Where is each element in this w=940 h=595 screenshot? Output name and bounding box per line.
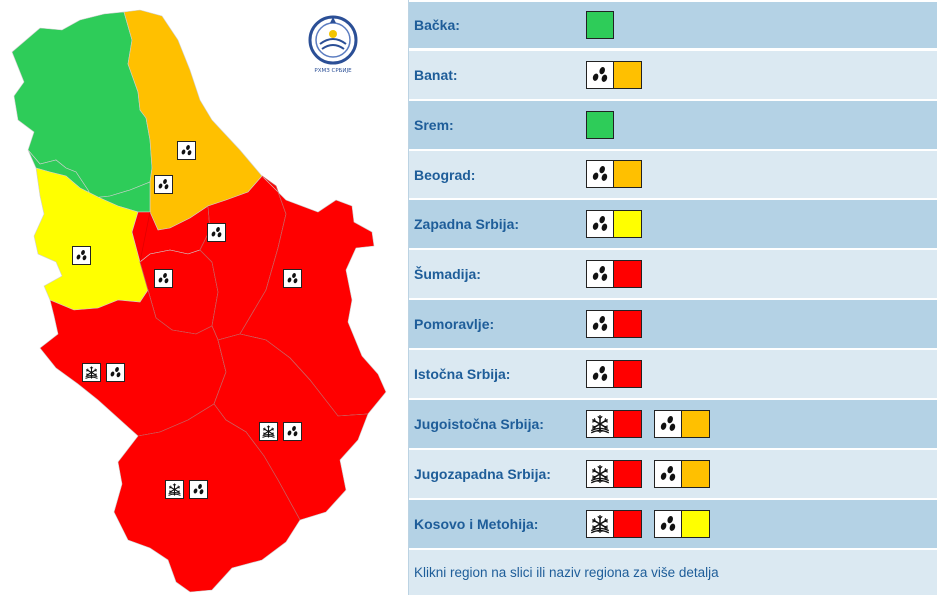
region-name-link[interactable]: Kosovo i Metohija: [414, 516, 539, 532]
map-snow-icon-kosovo-i-metohija [165, 480, 184, 499]
rain-icon [586, 260, 614, 288]
map-rain-icon-beograd [207, 223, 226, 242]
warning-indicator [586, 61, 642, 90]
map-region-backa[interactable] [11, 11, 153, 199]
region-row[interactable]: Pomoravlje: [409, 300, 937, 348]
snow-icon [586, 510, 614, 538]
region-name-link[interactable]: Bačka: [414, 17, 460, 33]
map-rain-icon-jugozapadna-srbija [106, 363, 125, 382]
map-rain-icon-istocna-srbija [283, 269, 302, 288]
region-row[interactable]: Beograd: [409, 151, 937, 198]
region-warning-table: Bačka: Banat: Srem: Beograd: Zapadna Srbija:… [409, 0, 940, 595]
rain-icon [654, 460, 682, 488]
region-name-link[interactable]: Beograd: [414, 166, 476, 183]
warning-indicator [586, 160, 642, 189]
warning-indicator [586, 310, 642, 339]
warning-indicator [586, 210, 642, 239]
region-row[interactable]: Jugozapadna Srbija: [409, 450, 937, 498]
region-row[interactable]: Srem: [409, 101, 937, 149]
warning-level-swatch [614, 61, 642, 89]
footer-hint-text: Klikni region na slici ili naziv regiona… [414, 565, 719, 580]
warning-level-swatch [614, 210, 642, 238]
rain-icon [654, 510, 682, 538]
region-name-link[interactable]: Jugoistočna Srbija: [414, 416, 544, 432]
region-name-link[interactable]: Istočna Srbija: [414, 366, 511, 382]
serbia-warning-map [11, 9, 387, 593]
warning-level-swatch [614, 410, 642, 438]
rain-icon [586, 160, 614, 188]
warning-indicator [586, 360, 642, 389]
warning-indicator [586, 510, 642, 539]
map-rain-icon-jugoistocna-srbija [283, 422, 302, 441]
warning-indicator [654, 510, 710, 539]
warning-level-swatch [614, 310, 642, 338]
region-name-link[interactable]: Jugozapadna Srbija: [414, 466, 551, 482]
region-row[interactable]: Zapadna Srbija: [409, 200, 937, 248]
warning-level-swatch [682, 410, 710, 438]
rain-icon [586, 61, 614, 89]
rhmz-logo-icon: РХМЗ СРБИЈЕ [300, 14, 366, 76]
warning-level-swatch [614, 160, 642, 188]
map-rain-icon-banat-1 [177, 141, 196, 160]
warning-level-swatch [614, 360, 642, 388]
warning-level-swatch [586, 111, 614, 139]
warning-indicator [654, 460, 710, 489]
map-snow-icon-jugoistocna-srbija [259, 422, 278, 441]
region-name-link[interactable]: Šumadija: [414, 266, 481, 282]
region-name-link[interactable]: Banat: [414, 67, 458, 83]
warning-indicator [586, 410, 642, 439]
map-panel: РХМЗ СРБИЈЕ [0, 0, 409, 595]
warning-indicator [586, 460, 642, 489]
warning-level-swatch [682, 510, 710, 538]
region-row[interactable]: Banat: [409, 51, 937, 99]
rain-icon [654, 410, 682, 438]
warning-indicator [586, 111, 614, 140]
region-row[interactable]: Bačka: [409, 2, 937, 48]
snow-icon [586, 460, 614, 488]
map-rain-icon-sumadija [154, 269, 173, 288]
footer-row: Klikni region na slici ili naziv regiona… [409, 550, 937, 595]
warning-indicator [586, 11, 614, 40]
map-rain-icon-kosovo-i-metohija [189, 480, 208, 499]
warning-level-swatch [586, 11, 614, 39]
region-name-link[interactable]: Pomoravlje: [414, 316, 495, 332]
rain-icon [586, 310, 614, 338]
region-name-link[interactable]: Zapadna Srbija: [414, 216, 520, 232]
snow-icon [586, 410, 614, 438]
warning-level-swatch [614, 510, 642, 538]
region-name-link[interactable]: Srem: [414, 117, 454, 133]
rain-icon [586, 360, 614, 388]
rain-icon [586, 210, 614, 238]
warning-level-swatch [614, 260, 642, 288]
map-rain-icon-zapadna-srbija [72, 246, 91, 265]
warning-indicator [586, 260, 642, 289]
warning-level-swatch [614, 460, 642, 488]
logo-caption: РХМЗ СРБИЈЕ [314, 68, 352, 74]
warning-indicator [654, 410, 710, 439]
region-row[interactable]: Jugoistočna Srbija: [409, 400, 937, 448]
region-row[interactable]: Šumadija: [409, 250, 937, 298]
region-row[interactable]: Istočna Srbija: [409, 350, 937, 398]
region-borders [137, 175, 369, 521]
region-row[interactable]: Kosovo i Metohija: [409, 500, 937, 548]
map-snow-icon-jugozapadna-srbija [82, 363, 101, 382]
map-rain-icon-banat-2 [154, 175, 173, 194]
warning-level-swatch [682, 460, 710, 488]
